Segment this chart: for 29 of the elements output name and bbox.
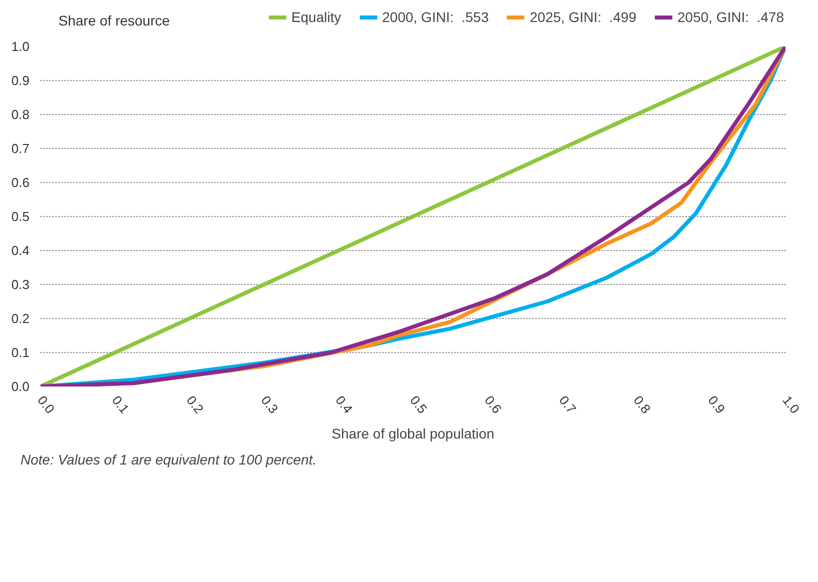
x-tick-label: 0.9 [705, 392, 728, 416]
text: Note: Values of 1 are equivalent to 100 percent. [20, 452, 317, 468]
y-axis-title: Share of resource [58, 12, 170, 28]
x-tick-label: 0.8 [630, 392, 654, 416]
y-tick-label: 0.8 [11, 107, 30, 122]
x-tick-label: 0.6 [482, 392, 505, 416]
x-tick-label: 0.7 [556, 392, 580, 416]
legend-label: 2050, GINI: .478 [677, 9, 784, 25]
y-tick-label: 0.7 [11, 141, 30, 156]
legend-label: Equality [291, 9, 342, 25]
x-tick-label: 0.2 [184, 392, 207, 416]
y-tick-label: 0.3 [11, 277, 30, 292]
y-tick-label: 0.1 [11, 345, 30, 360]
x-tick-label: 0.0 [34, 392, 58, 416]
y-tick-label: 0.9 [11, 73, 30, 88]
x-axis-title: Share of global population [332, 425, 494, 442]
y-tick-label: 0.5 [11, 209, 30, 224]
y-tick-label: 0.6 [11, 175, 30, 190]
y-tick-label: 0.0 [11, 379, 30, 394]
y-tick-label: 0.4 [11, 243, 30, 258]
legend-label: 2025, GINI: .499 [530, 9, 636, 25]
x-tick-label: 0.1 [109, 392, 132, 416]
x-tick-label: 0.3 [258, 392, 282, 416]
y-tick-label: 0.2 [11, 311, 30, 326]
x-tick-label: 0.4 [332, 392, 356, 416]
x-tick-label: 1.0 [780, 392, 803, 416]
x-tick-label: 0.5 [407, 392, 430, 416]
legend-label: 2000, GINI: .553 [382, 9, 489, 25]
y-tick-label: 1.0 [11, 39, 30, 54]
